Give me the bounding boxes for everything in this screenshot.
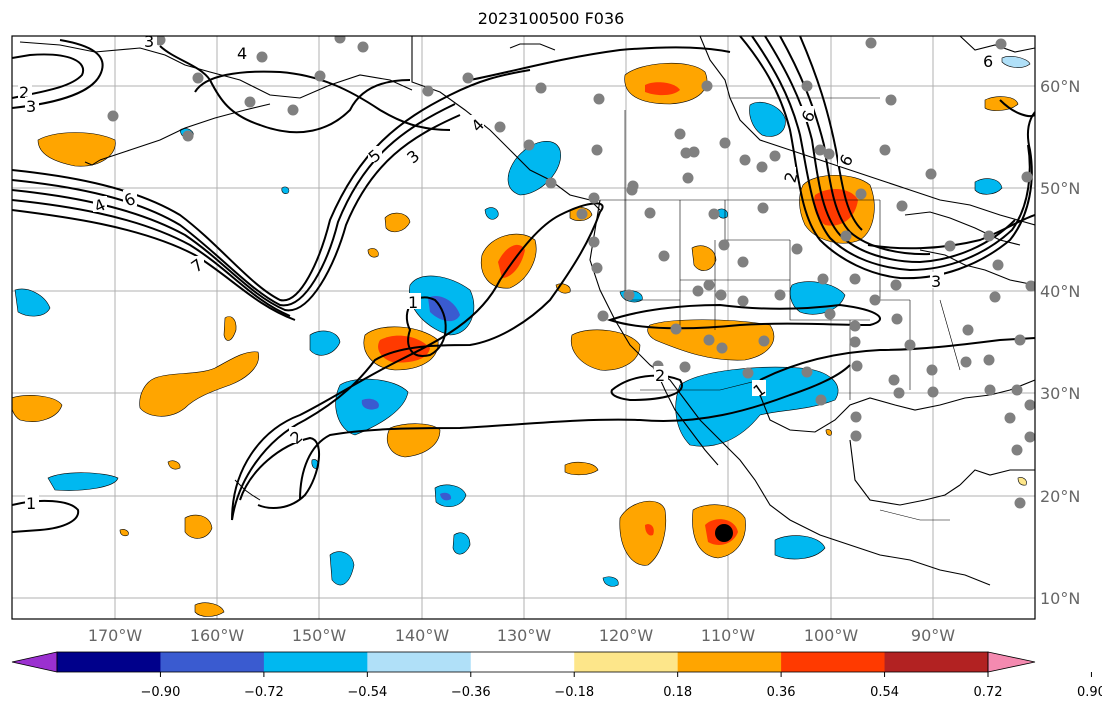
island-coastlines [84, 43, 556, 501]
colorbar-swatch [263, 652, 368, 672]
contour-label: 3 [931, 272, 941, 291]
storm-center-marker [715, 524, 733, 542]
contour-label: 6 [983, 52, 993, 71]
station-markers [107, 36, 1035, 509]
latitude-label: 50°N [1040, 179, 1080, 198]
latitude-label: 10°N [1040, 589, 1080, 608]
longitude-label: 130°W [497, 626, 552, 645]
contour-labels: 3 4 2 3 5 3 6 4 7 1 2 1 1 2 2 6 6 6 3 4 [18, 32, 996, 513]
longitude-label: 160°W [190, 626, 245, 645]
colorbar-tick-label: −0.54 [347, 685, 387, 700]
colorbar-swatch [884, 652, 989, 672]
colorbar-swatch [160, 652, 265, 672]
contour-label: 1 [408, 293, 418, 312]
contour-label: 2 [19, 83, 29, 102]
colorbar-tick-label: 0.90 [1077, 685, 1102, 700]
longitude-axis: 170°W 160°W 150°W 140°W 130°W 120°W 110°… [88, 626, 955, 645]
colorbar-swatch [57, 652, 161, 672]
contour-label: 2 [655, 366, 665, 385]
longitude-label: 150°W [292, 626, 347, 645]
longitude-label: 110°W [701, 626, 756, 645]
contour-label: 3 [26, 97, 36, 116]
contour-lines [12, 36, 1035, 533]
colorbar: −0.90 −0.72 −0.54 −0.36 −0.18 0.18 0.36 0.54 0.7… [11, 651, 1102, 700]
longitude-label: 100°W [804, 626, 859, 645]
contour-label: 4 [237, 44, 247, 63]
longitude-label: 90°W [911, 626, 955, 645]
colorbar-swatch [677, 652, 782, 672]
longitude-label: 120°W [599, 626, 654, 645]
latitude-label: 40°N [1040, 282, 1080, 301]
latitude-axis: 60°N 50°N 40°N 30°N 20°N 10°N [1040, 77, 1080, 608]
colorbar-swatch [470, 652, 575, 672]
latitude-label: 20°N [1040, 487, 1080, 506]
coastlines [19, 36, 1035, 586]
colorbar-swatch [367, 652, 472, 672]
colorbar-extend-max [987, 651, 1036, 673]
contour-label: 3 [144, 32, 154, 51]
colorbar-tick-label: −0.18 [554, 685, 594, 700]
contour-label: 2 [780, 170, 801, 185]
colorbar-extend-min [11, 651, 58, 673]
latitude-label: 30°N [1040, 384, 1080, 403]
colorbar-tick-label: −0.90 [141, 685, 181, 700]
colorbar-tick-label: 0.36 [767, 685, 796, 700]
contour-label: 1 [26, 494, 36, 513]
colorbar-tick-label: 0.72 [974, 685, 1003, 700]
longitude-label: 140°W [395, 626, 450, 645]
map-title: 2023100500 F036 [477, 9, 625, 28]
colorbar-outline [56, 651, 989, 673]
latitude-label: 60°N [1040, 77, 1080, 96]
colorbar-swatch [574, 652, 679, 672]
colorbar-tick-label: −0.72 [244, 685, 284, 700]
colorbar-tick-label: 0.18 [663, 685, 692, 700]
colorbar-tick-label: 0.54 [870, 685, 899, 700]
map-frame [11, 35, 1036, 620]
longitude-label: 170°W [88, 626, 143, 645]
colorbar-tick-label: −0.36 [451, 685, 491, 700]
colorbar-swatch [781, 652, 886, 672]
